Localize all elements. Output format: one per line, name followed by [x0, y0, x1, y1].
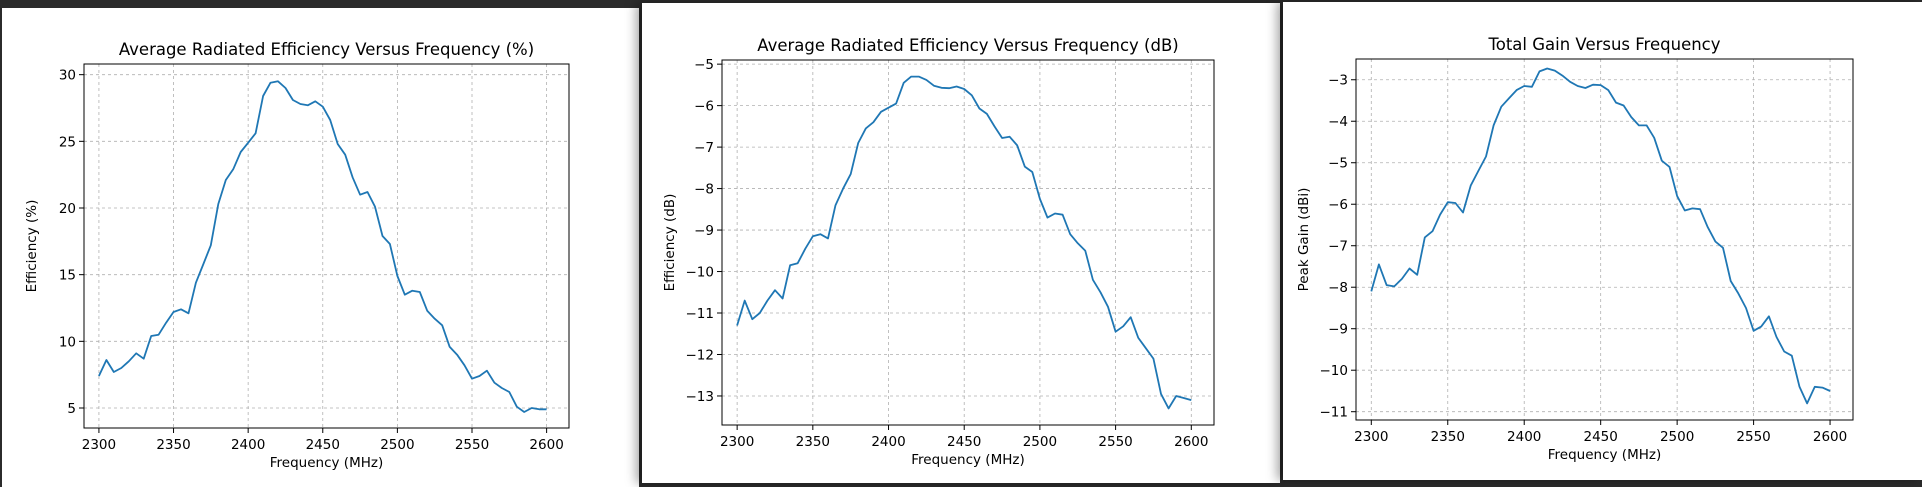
x-tick-label: 2550: [1736, 429, 1770, 445]
chart-panel-efficiency-db: 2300 2350 2400 2450 2500 2550 2600 −13 −12 −11 −10…: [642, 3, 1280, 483]
plot-frame: [1355, 58, 1854, 421]
y-tick-label: 30: [59, 68, 76, 84]
x-tick-label: 2450: [947, 434, 981, 450]
y-tick-label: −11: [1320, 405, 1349, 421]
series-line: [1370, 67, 1831, 405]
y-tick-label: −5: [694, 57, 714, 73]
chart-total-gain: 2300 2350 2400 2450 2500 2550 2600 −11 −10 −9 −8 −7…: [1296, 35, 1854, 463]
x-tick-label: 2300: [720, 434, 754, 450]
x-tick-label: 2400: [871, 434, 905, 450]
y-axis-label: Efficiency (%): [24, 200, 40, 293]
y-tick-label: −13: [686, 389, 715, 405]
chart-panel-efficiency-percent: 2300 2350 2400 2450 2500 2550 2600 5 10 15 20 25 30 A…: [2, 8, 639, 487]
chart-efficiency-percent: 2300 2350 2400 2450 2500 2550 2600 5 10 15 20 25 30 A…: [24, 40, 570, 471]
series-line: [98, 80, 547, 413]
y-tick-label: −10: [1320, 363, 1349, 379]
x-axis-label: Frequency (MHz): [1548, 447, 1661, 463]
y-axis-label: Efficiency (dB): [662, 194, 678, 292]
x-tick-label: 2500: [380, 437, 414, 453]
y-tick-label: −5: [1328, 156, 1348, 172]
y-tick-label: −9: [1328, 322, 1348, 338]
y-tick-label: −3: [1328, 73, 1348, 89]
chart-panel-total-gain: 2300 2350 2400 2450 2500 2550 2600 −11 −10 −9 −8 −7…: [1283, 2, 1922, 480]
y-tick-label: 20: [59, 201, 76, 217]
y-tick-label: −9: [694, 223, 714, 239]
y-tick-label: −4: [1328, 114, 1348, 130]
y-tick-label: −6: [1328, 197, 1348, 213]
x-tick-label: 2350: [796, 434, 830, 450]
x-tick-label: 2600: [1174, 434, 1208, 450]
y-tick-label: −11: [686, 306, 715, 322]
x-tick-label: 2450: [306, 437, 340, 453]
x-axis-label: Frequency (MHz): [911, 452, 1024, 468]
y-tick-label: 25: [59, 134, 76, 150]
series-line: [736, 75, 1192, 410]
chart-title: Average Radiated Efficiency Versus Frequ…: [119, 40, 534, 59]
plot-frame: [721, 59, 1215, 426]
y-axis-label: Peak Gain (dBi): [1296, 188, 1312, 292]
y-tick-label: 15: [59, 268, 76, 284]
y-tick-label: −8: [694, 182, 714, 198]
y-tick-label: −12: [686, 347, 715, 363]
x-tick-label: 2300: [82, 437, 116, 453]
y-tick-label: −7: [694, 140, 714, 156]
y-tick-label: −7: [1328, 239, 1348, 255]
x-tick-label: 2450: [1583, 429, 1617, 445]
x-tick-label: 2550: [1098, 434, 1132, 450]
y-tick-label: −10: [686, 265, 715, 281]
x-tick-label: 2400: [1507, 429, 1541, 445]
x-tick-label: 2300: [1354, 429, 1388, 445]
plot-frame: [83, 63, 570, 429]
chart-efficiency-db: 2300 2350 2400 2450 2500 2550 2600 −13 −12 −11 −10…: [662, 36, 1215, 468]
y-tick-label: 5: [67, 401, 76, 417]
x-tick-label: 2600: [529, 437, 563, 453]
x-tick-label: 2400: [231, 437, 265, 453]
chart-title: Total Gain Versus Frequency: [1487, 35, 1720, 54]
x-tick-label: 2550: [455, 437, 489, 453]
x-tick-label: 2350: [156, 437, 190, 453]
x-axis-label: Frequency (MHz): [270, 455, 383, 471]
x-tick-label: 2600: [1813, 429, 1847, 445]
x-tick-label: 2500: [1023, 434, 1057, 450]
x-tick-label: 2350: [1431, 429, 1465, 445]
y-tick-label: 10: [59, 334, 76, 350]
y-tick-label: −8: [1328, 280, 1348, 296]
x-tick-label: 2500: [1660, 429, 1694, 445]
chart-title: Average Radiated Efficiency Versus Frequ…: [757, 36, 1178, 55]
y-tick-label: −6: [694, 99, 714, 115]
